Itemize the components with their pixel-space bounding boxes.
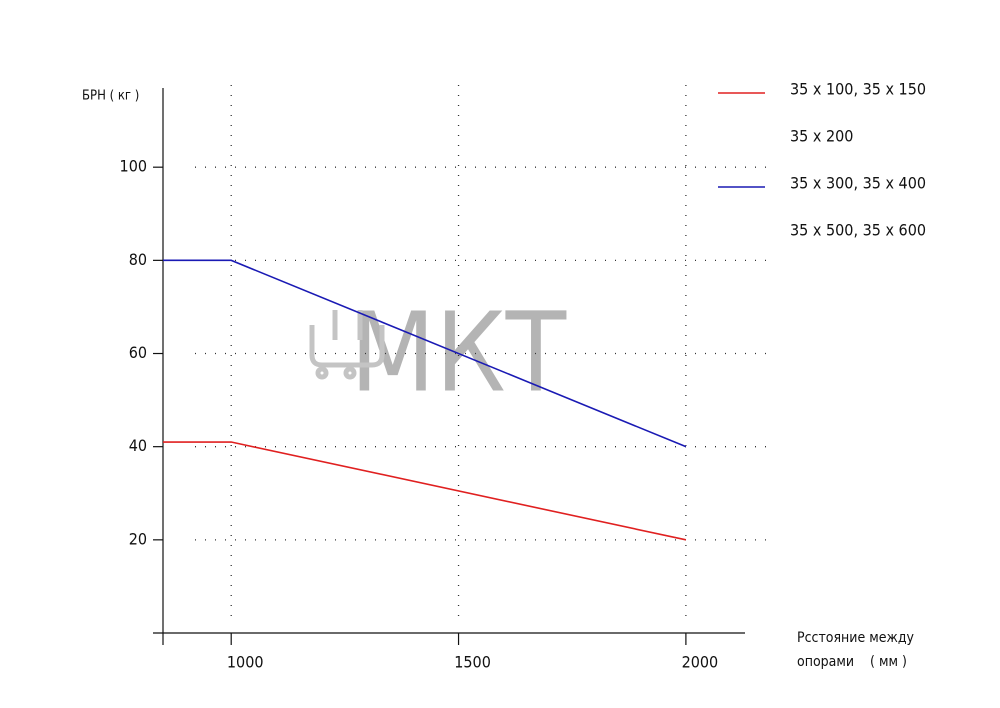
x-tick-label: 1000 — [227, 653, 264, 672]
y-axis-label: БРН ( кг ) — [82, 89, 139, 104]
watermark: МКТ — [350, 288, 567, 416]
legend-label: 35 x 200 — [790, 127, 853, 146]
y-tick-label: 100 — [120, 157, 147, 176]
x-axis-label: опорами ( мм ) — [797, 654, 907, 670]
legend-label: 35 x 300, 35 x 400 — [790, 174, 926, 193]
watermark-icon — [309, 310, 385, 380]
legend-label: 35 x 100, 35 x 150 — [790, 80, 926, 99]
x-tick-label: 1500 — [454, 653, 491, 672]
data-line — [163, 259, 687, 448]
legend-label: 35 x 500, 35 x 600 — [790, 221, 926, 240]
y-tick-label: 40 — [129, 436, 147, 455]
y-tick-label: 60 — [129, 343, 147, 362]
x-axis-label: Рсстояние между — [797, 630, 915, 646]
y-tick-label: 20 — [129, 529, 147, 548]
x-tick-label: 2000 — [682, 653, 719, 672]
data-line — [163, 441, 687, 541]
y-tick-label: 80 — [129, 250, 147, 269]
